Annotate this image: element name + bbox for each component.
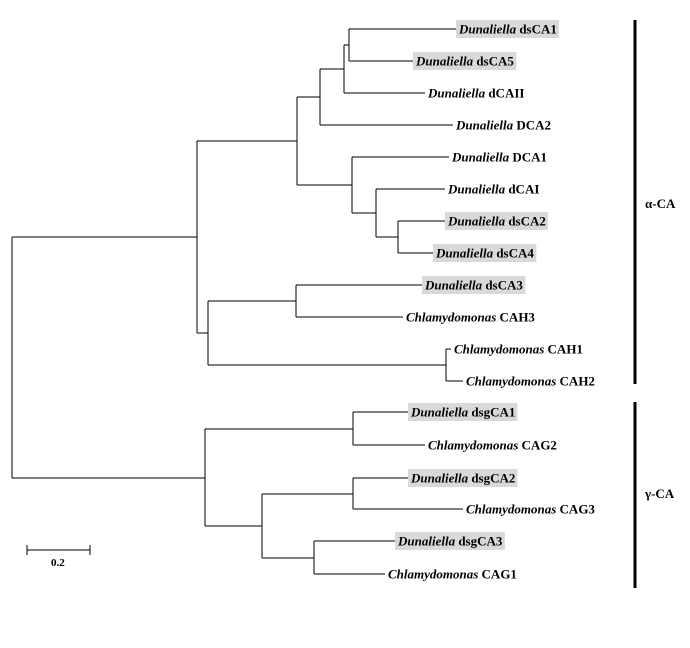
leaf-name-dsgca2: Dunaliella dsgCA2 [410,471,515,486]
leaf-genus: Dunaliella [410,471,469,486]
leaf-genus: Dunaliella [447,214,506,229]
leaf-label-dsca4: Dunaliella dsCA4 [433,244,537,262]
leaf-label-dsca2: Dunaliella dsCA2 [445,212,548,230]
leaf-name-dsca4: Dunaliella dsCA4 [435,246,534,261]
leaf-label-dsca5: Dunaliella dsCA5 [413,52,517,70]
leaf-name-cag3: Chlamydomonas CAG3 [466,502,595,517]
leaf-label-cah2: Chlamydomonas CAH2 [466,374,595,389]
leaf-genus: Dunaliella [455,118,514,133]
leaf-genus: Dunaliella [427,86,486,101]
leaf-gene: CAH1 [544,342,583,357]
leaf-gene: dsCA4 [493,246,534,261]
leaf-highlight-dsca1 [456,20,559,38]
leaf-name-dsca1: Dunaliella dsCA1 [458,22,557,37]
leaf-name-dca1: Dunaliella DCA1 [451,150,547,165]
leaf-name-dsgca1: Dunaliella dsgCA1 [410,405,515,420]
leaf-label-dcaii: Dunaliella dCAII [427,86,524,101]
tree-branches [11,28,463,575]
leaf-genus: Dunaliella [410,405,469,420]
leaf-gene: CAG1 [478,567,517,582]
leaf-gene: DCA2 [513,118,551,133]
leaf-label-dca1: Dunaliella DCA1 [451,150,547,165]
leaf-label-cah3: Chlamydomonas CAH3 [406,310,535,325]
leaf-label-dsgca2: Dunaliella dsgCA2 [408,469,518,487]
leaf-gene: dsgCA2 [468,471,515,486]
leaf-genus: Chlamydomonas [406,310,496,325]
leaf-name-dsca2: Dunaliella dsCA2 [447,214,546,229]
leaf-genus: Chlamydomonas [466,502,556,517]
leaf-genus: Dunaliella [458,22,517,37]
leaf-genus: Dunaliella [424,278,483,293]
leaf-genus: Chlamydomonas [428,438,518,453]
leaf-name-dca2: Dunaliella DCA2 [455,118,551,133]
leaf-genus: Dunaliella [415,54,474,69]
leaf-highlight-dsgca2 [408,469,518,487]
leaf-label-cag1: Chlamydomonas CAG1 [388,567,517,582]
leaf-name-dsgca3: Dunaliella dsgCA3 [397,534,503,549]
leaf-label-dca2: Dunaliella DCA2 [455,118,551,133]
leaf-name-dsca3: Dunaliella dsCA3 [424,278,523,293]
leaf-label-cag3: Chlamydomonas CAG3 [466,502,595,517]
leaf-highlight-dsgca1 [408,403,518,421]
leaf-gene: CAG2 [518,438,557,453]
leaf-name-cah1: Chlamydomonas CAH1 [454,342,583,357]
leaf-name-dcaii: Dunaliella dCAII [427,86,524,101]
scale-bar-label: 0.2 [51,557,65,569]
leaf-label-cah1: Chlamydomonas CAH1 [454,342,583,357]
leaf-gene: dCAI [505,182,539,197]
leaf-gene: CAH3 [496,310,535,325]
leaf-label-dsgca3: Dunaliella dsgCA3 [395,532,505,550]
leaf-highlight-dsca2 [445,212,548,230]
leaf-genus: Dunaliella [435,246,494,261]
leaf-gene: dsgCA3 [455,534,503,549]
leaf-label-dcai: Dunaliella dCAI [447,182,539,197]
leaf-gene: CAG3 [556,502,595,517]
leaf-highlight-dsca5 [413,52,517,70]
leaf-name-cah2: Chlamydomonas CAH2 [466,374,595,389]
leaf-name-cag2: Chlamydomonas CAG2 [428,438,557,453]
leaf-gene: dsCA2 [505,214,546,229]
leaf-highlight-dsca3 [422,276,526,294]
leaf-genus: Dunaliella [397,534,456,549]
leaf-highlight-dsgca3 [395,532,505,550]
leaf-genus: Chlamydomonas [466,374,556,389]
leaf-gene: dsCA5 [473,54,514,69]
leaf-name-cag1: Chlamydomonas CAG1 [388,567,517,582]
leaf-gene: DCA1 [509,150,547,165]
leaf-gene: dCAII [485,86,524,101]
leaf-highlight-dsca4 [433,244,537,262]
leaf-genus: Dunaliella [451,150,510,165]
leaf-name-dcai: Dunaliella dCAI [447,182,539,197]
leaf-gene: dsCA1 [516,22,557,37]
leaf-name-dsca5: Dunaliella dsCA5 [415,54,514,69]
alpha-ca-group-label: α-CA [645,196,676,211]
leaf-gene: dsgCA1 [468,405,515,420]
leaf-gene: CAH2 [556,374,595,389]
leaf-label-dsca1: Dunaliella dsCA1 [456,20,559,38]
leaf-label-dsca3: Dunaliella dsCA3 [422,276,526,294]
scale-bar: 0.2 [26,545,91,569]
leaf-gene: dsCA3 [482,278,523,293]
leaf-genus: Chlamydomonas [454,342,544,357]
leaf-genus: Dunaliella [447,182,506,197]
leaf-label-dsgca1: Dunaliella dsgCA1 [408,403,518,421]
leaf-genus: Chlamydomonas [388,567,478,582]
leaf-label-cag2: Chlamydomonas CAG2 [428,438,557,453]
gamma-ca-group-label: γ-CA [644,486,675,501]
leaf-name-cah3: Chlamydomonas CAH3 [406,310,535,325]
